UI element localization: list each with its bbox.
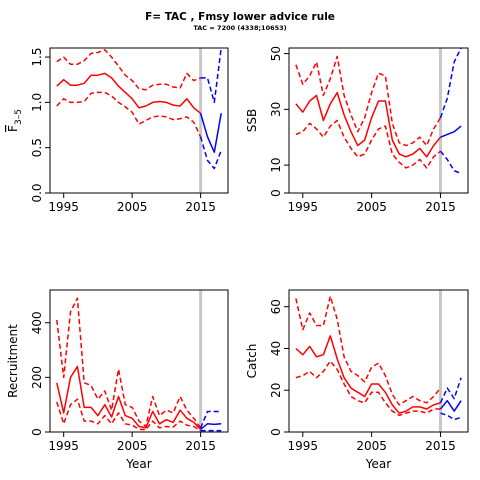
y-tick-label: 50 <box>269 46 283 61</box>
forecast-lower-line <box>440 412 462 421</box>
y-tick-label: 0 <box>269 428 283 436</box>
history-lower-line <box>56 398 201 432</box>
y-tick-label: 400 <box>30 311 44 334</box>
x-tick-label: 2005 <box>356 200 387 214</box>
y-tick-label: 0.0 <box>30 183 44 202</box>
forecast-median-line <box>199 113 222 153</box>
plot-frame <box>288 47 469 194</box>
history-upper-line <box>295 55 442 147</box>
x-tick-label: 1995 <box>287 200 318 214</box>
y-axis-label: Catch <box>245 344 259 379</box>
x-tick-label: 2005 <box>356 439 387 453</box>
history-median-line <box>295 91 442 158</box>
chart-title: F= TAC , Fmsy lower advice rule <box>145 11 335 23</box>
x-tick-label: 2015 <box>425 439 456 453</box>
x-tick-label: 2015 <box>185 200 216 214</box>
y-axis-label: SSB <box>245 109 259 132</box>
y-tick-label: 10 <box>269 157 283 172</box>
y-axis-label-main: F <box>6 125 20 132</box>
forecast-upper-line <box>439 377 462 404</box>
y-tick-label: 1.0 <box>30 93 44 112</box>
x-axis-label: Year <box>125 457 151 471</box>
history-lower-line <box>295 119 441 169</box>
forecast-median-line <box>440 125 462 138</box>
y-tick-label: 1.5 <box>30 48 44 67</box>
x-tick-label: 1995 <box>48 200 79 214</box>
x-tick-label: 2005 <box>117 200 148 214</box>
y-axis-label: F3–5 <box>6 109 24 132</box>
plot-frame <box>49 289 229 433</box>
panel-catch: 1995 2005 2015 0 20 40 60 Year Catch <box>245 289 469 471</box>
panel-fbar: 1995 2005 2015 0.0 0.5 1.0 1.5 F3–5 <box>6 47 229 214</box>
history-lower-line <box>295 360 441 417</box>
history-upper-line <box>56 297 202 429</box>
history-upper-line <box>56 49 201 91</box>
forecast-median-line <box>200 423 222 430</box>
forecast-upper-line <box>199 410 222 429</box>
x-tick-label: 1995 <box>48 439 79 453</box>
y-axis-label: Recruitment <box>6 324 20 398</box>
x-tick-label: 1995 <box>287 439 318 453</box>
chart-subtitle: TAC = 7200 (4338;10653) <box>193 24 287 32</box>
y-tick-label: 0 <box>269 189 283 197</box>
y-tick-label: 30 <box>269 102 283 117</box>
x-axis-label: Year <box>365 457 391 471</box>
forecast-lower-line <box>199 136 222 170</box>
x-tick-label: 2015 <box>425 200 456 214</box>
history-median-line <box>56 365 202 430</box>
forecast-upper-line <box>439 47 462 118</box>
y-tick-label: 200 <box>30 366 44 389</box>
y-axis-label-subscript: 3–5 <box>14 109 24 125</box>
forecast-upper-line <box>200 47 222 104</box>
plot-frame <box>288 289 469 433</box>
history-median-line <box>56 72 202 114</box>
plot-frame <box>49 47 229 194</box>
history-upper-line <box>295 295 442 406</box>
forecast-lower-line <box>439 150 462 175</box>
x-tick-label: 2005 <box>117 439 148 453</box>
forecast-median-line <box>439 399 462 412</box>
panel-recruitment: 1995 2005 2015 0 200 400 Year Recruitment <box>6 289 229 471</box>
history-lower-line <box>56 91 202 138</box>
y-tick-label: 40 <box>269 341 283 356</box>
y-tick-label: 20 <box>269 383 283 398</box>
y-tick-label: 60 <box>269 299 283 314</box>
y-tick-label: 0.5 <box>30 138 44 157</box>
panel-ssb: 1995 2005 2015 0 10 30 50 SSB <box>245 46 469 214</box>
x-tick-label: 2015 <box>185 439 216 453</box>
y-tick-label: 0 <box>30 428 44 436</box>
history-median-line <box>295 335 441 414</box>
